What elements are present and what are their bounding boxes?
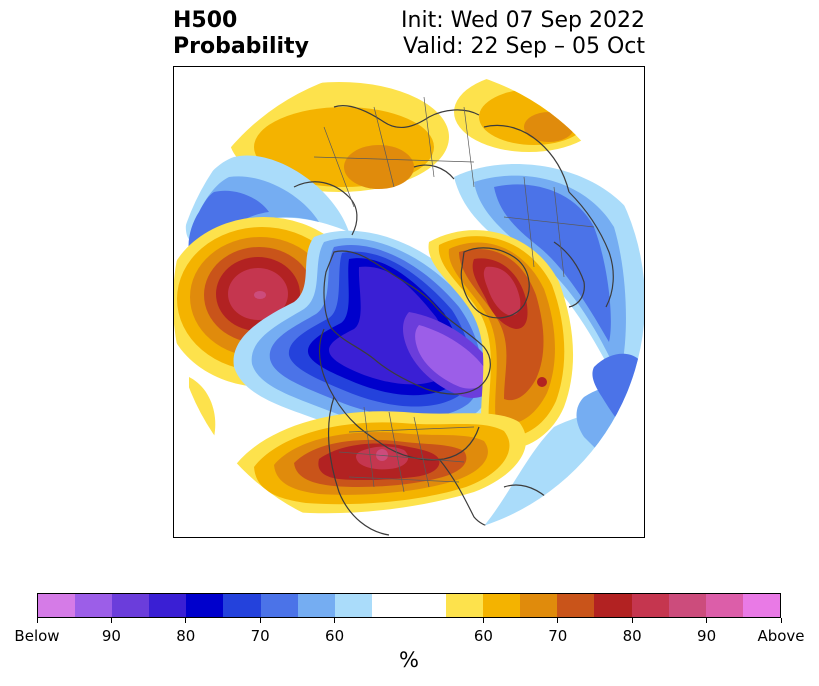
colorbar-label: 70	[250, 627, 270, 645]
colorbar-tick	[36, 618, 38, 623]
init-date: Init: Wed 07 Sep 2022	[401, 8, 645, 33]
borders	[313, 96, 595, 493]
map-dates: Init: Wed 07 Sep 2022 Valid: 22 Sep – 05…	[401, 8, 645, 60]
probability-map	[173, 66, 645, 538]
colorbar-label: 60	[473, 627, 493, 645]
colorbar-segment	[260, 594, 298, 617]
colorbar-label: 60	[325, 627, 345, 645]
colorbar-segment	[38, 594, 76, 617]
colorbar-tick	[557, 618, 559, 623]
europe-anomaly	[454, 72, 604, 152]
polar-map-svg	[174, 72, 644, 537]
colorbar-segment	[483, 594, 521, 617]
colorbar-label: 80	[622, 627, 642, 645]
colorbar-segment	[594, 594, 632, 617]
colorbar-segment	[705, 594, 743, 617]
coastlines	[293, 105, 614, 536]
colorbar-label: 80	[176, 627, 196, 645]
title-variable: H500	[173, 8, 238, 33]
colorbar-tick	[780, 618, 782, 623]
colorbar-segment	[149, 594, 187, 617]
colorbar-segment	[297, 594, 335, 617]
colorbar-segment	[186, 594, 224, 617]
colorbar-segment	[371, 594, 447, 617]
colorbar-label: 90	[101, 627, 121, 645]
north-atlantic-anomaly	[428, 230, 574, 451]
colorbar-segment	[520, 594, 558, 617]
colorbar-tick	[706, 618, 708, 623]
colorbar-tick	[110, 618, 112, 623]
colorbar-segment	[631, 594, 669, 617]
colorbar-label: Above	[757, 627, 805, 645]
map-title: H500 Probability	[173, 8, 309, 60]
colorbar-segment	[557, 594, 595, 617]
colorbar-segment	[334, 594, 372, 617]
colorbar-segment	[112, 594, 150, 617]
colorbar-segment	[742, 594, 780, 617]
colorbar-label: 70	[548, 627, 568, 645]
eastern-us-anomaly	[234, 411, 527, 514]
colorbar-unit: %	[399, 648, 419, 672]
valid-range: Valid: 22 Sep – 05 Oct	[403, 34, 645, 59]
pacific-warm-patch	[189, 377, 216, 442]
colorbar-segment	[223, 594, 261, 617]
colorbar	[37, 593, 781, 618]
colorbar-label: 90	[697, 627, 717, 645]
colorbar-tick	[482, 618, 484, 623]
colorbar-segment	[446, 594, 484, 617]
colorbar-segment	[668, 594, 706, 617]
colorbar-label: Below	[14, 627, 60, 645]
colorbar-tick	[259, 618, 261, 623]
colorbar-tick	[185, 618, 187, 623]
colorbar-tick	[334, 618, 336, 623]
title-product: Probability	[173, 34, 309, 59]
alaska-canada-anomaly	[233, 230, 503, 441]
scandinavia-anomaly	[454, 164, 644, 407]
colorbar-tick	[631, 618, 633, 623]
colorbar-segment	[75, 594, 113, 617]
